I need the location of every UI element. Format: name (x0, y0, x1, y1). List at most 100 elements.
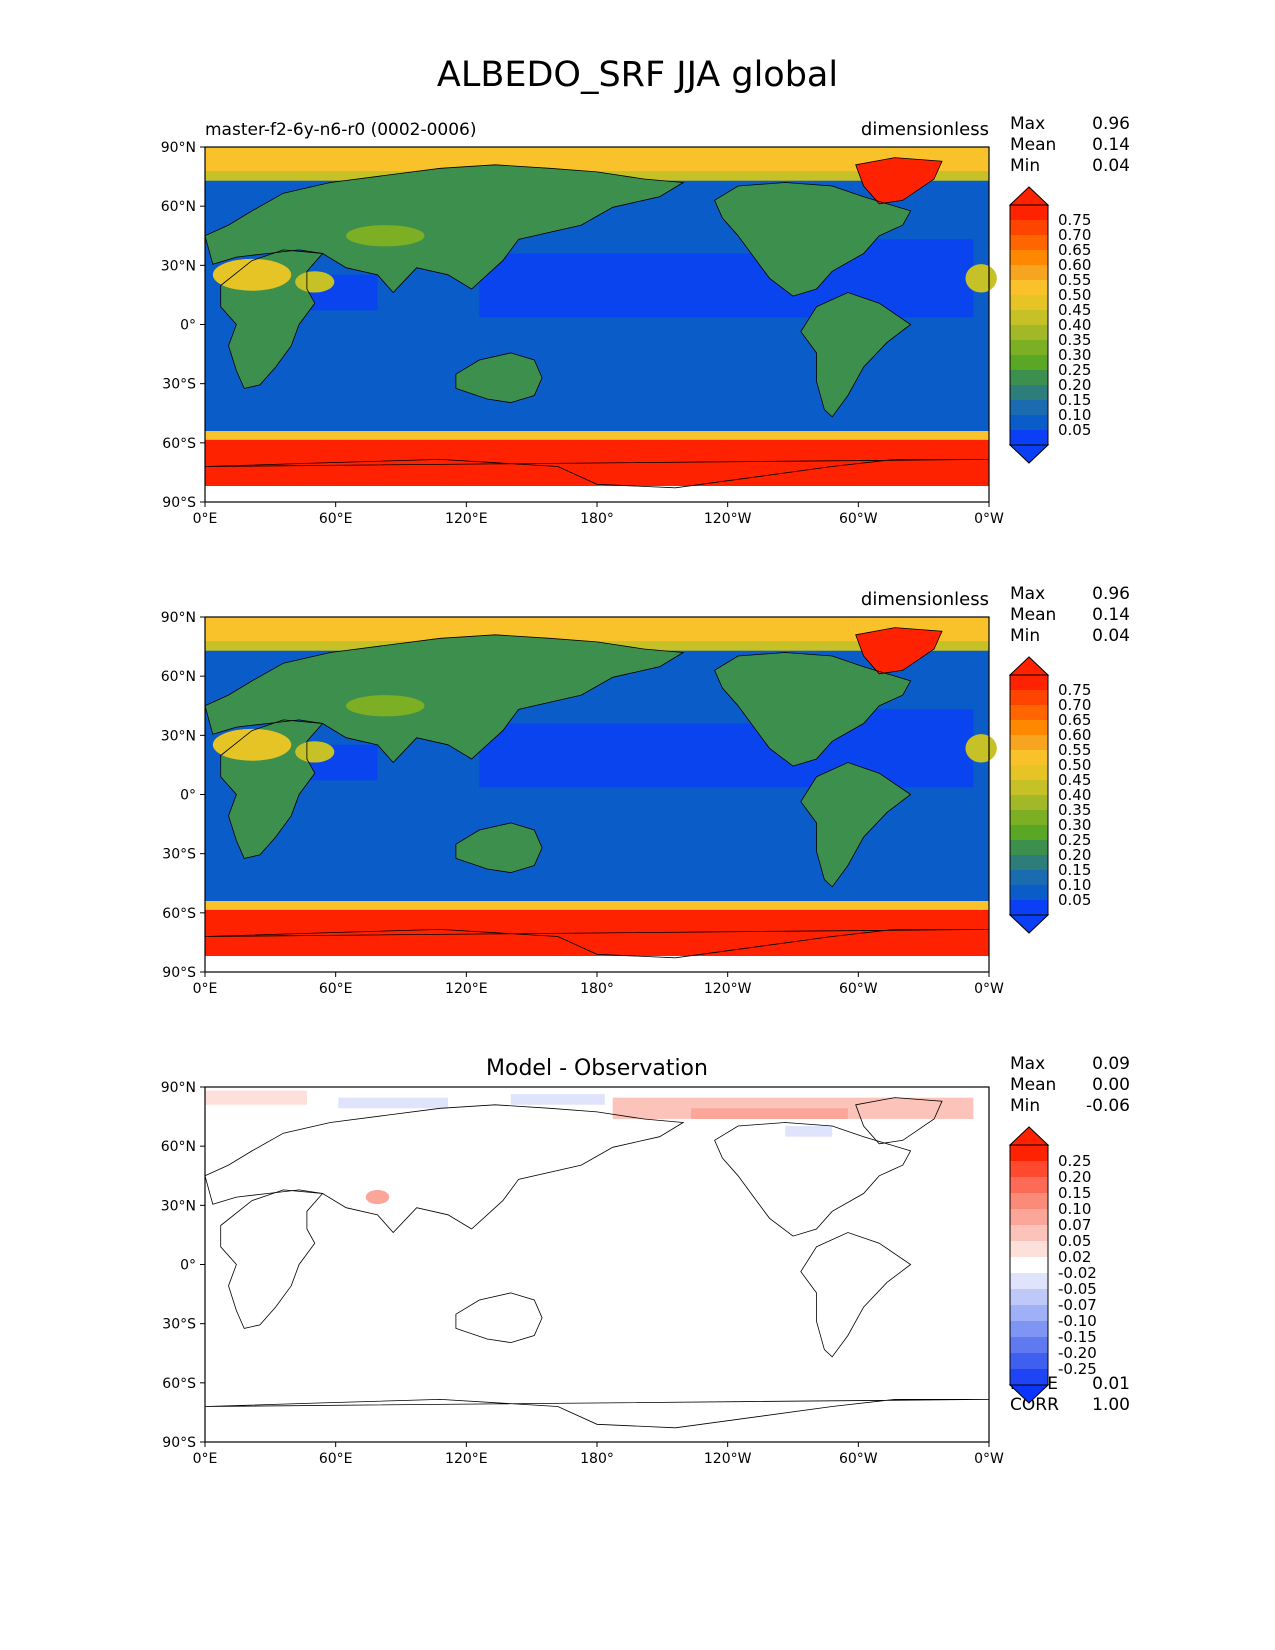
colorbar-segment (1010, 750, 1048, 766)
colorbar-segment (1010, 1177, 1048, 1194)
colorbar-segment (1010, 250, 1048, 266)
colorbar-tick-label: -0.05 (1058, 1280, 1097, 1298)
colorbar-tick-label: -0.02 (1058, 1264, 1097, 1282)
x-tick-label: 0°E (193, 1451, 218, 1467)
colorbar-max-extend (1008, 656, 1050, 676)
x-tick-label: 0°E (193, 511, 218, 527)
x-tick-label: 120°W (704, 981, 752, 997)
colorbar-tick-label: 0.45 (1058, 771, 1091, 789)
stat-value: 0.14 (1092, 605, 1130, 625)
greenland-coastline (855, 1097, 943, 1145)
stat-label: Min (1010, 626, 1040, 646)
y-tick-label: 60°S (162, 1376, 196, 1392)
stat-label: Max (1010, 1054, 1045, 1074)
colorbar-segment (1010, 885, 1048, 901)
colorbar-tick-label: 0.15 (1058, 1184, 1091, 1202)
eurasia-land (205, 164, 684, 293)
x-tick-label: 180° (580, 981, 614, 997)
samerica-coastline (800, 292, 912, 418)
x-tick-label: 60°W (839, 511, 878, 527)
africa-coastline (220, 1189, 324, 1329)
colorbar-segment (1010, 205, 1048, 221)
colorbar-segment (1010, 1369, 1048, 1386)
colorbar-segment (1010, 1225, 1048, 1242)
australia-coastline (455, 822, 543, 874)
stat-label: Max (1010, 114, 1045, 134)
test-panel: 0°E 60°E 120°E 180° 120°W 60°W 0°W 90°N 60°N 30°N… (161, 114, 1130, 527)
eurasia-coastline (204, 164, 685, 294)
colorbar-segment (1010, 675, 1048, 691)
colorbar-segment (1010, 325, 1048, 341)
x-tick-label: 0°W (974, 1451, 1004, 1467)
australia-land (455, 822, 543, 873)
colorbar-segment (1010, 1193, 1048, 1210)
y-tick-label: 30°S (162, 847, 196, 863)
colorbar-segment (1010, 1337, 1048, 1354)
colorbar-tick-label: 0.20 (1058, 376, 1091, 394)
positive-anomaly (365, 1189, 390, 1205)
colorbar-segment (1010, 370, 1048, 386)
colorbar-segment (1010, 235, 1048, 251)
colorbar-segment (1010, 735, 1048, 751)
y-tick-label: 90°N (161, 140, 196, 156)
colorbar-segment (1010, 1161, 1048, 1178)
colorbar-tick-label: 0.40 (1058, 316, 1091, 334)
colorbar-segment (1010, 825, 1048, 841)
colorbar-segment (1010, 780, 1048, 796)
stat-label: Min (1010, 156, 1040, 176)
y-tick-label: 60°N (161, 199, 196, 215)
colorbar-max-extend (1008, 186, 1050, 206)
colorbar-tick-label: 0.60 (1058, 256, 1091, 274)
y-tick-label: 30°S (162, 377, 196, 393)
y-tick-label: 90°S (162, 1435, 196, 1451)
colorbar-tick-label: 0.35 (1058, 801, 1091, 819)
colorbar-tick-label: 0.15 (1058, 391, 1091, 409)
arabian-desert (295, 741, 335, 763)
x-tick-label: 0°E (193, 981, 218, 997)
greenland-ice (855, 627, 942, 674)
colorbar-segment (1010, 310, 1048, 326)
central-asia (346, 695, 425, 717)
colorbar-segment (1010, 810, 1048, 826)
stat-label: Mean (1010, 605, 1056, 625)
colorbar-tick-label: -0.15 (1058, 1328, 1097, 1346)
panel-units: dimensionless (861, 119, 989, 140)
colorbar-segment (1010, 1321, 1048, 1338)
figure-title: ALBEDO_SRF JJA global (436, 55, 839, 95)
x-tick-label: 180° (580, 1451, 614, 1467)
sahara-desert (212, 258, 292, 291)
stat-label: Min (1010, 1096, 1040, 1116)
west-sahara (965, 264, 997, 293)
africa-coastline (220, 719, 324, 859)
colorbar-segment (1010, 385, 1048, 401)
x-tick-label: 120°W (704, 1451, 752, 1467)
y-tick-label: 0° (180, 1258, 196, 1274)
colorbar-tick-label: 0.10 (1058, 406, 1091, 424)
albedo-field (204, 617, 997, 972)
y-tick-label: 30°N (161, 1198, 196, 1214)
namerica-coastline (714, 1122, 912, 1237)
y-tick-label: 30°N (161, 728, 196, 744)
missing-data-band (205, 956, 989, 972)
colorbar-segment (1010, 855, 1048, 871)
x-tick-label: 60°E (319, 981, 353, 997)
panel-center-title: Model - Observation (486, 1056, 708, 1081)
stat-value: 0.09 (1092, 1054, 1130, 1074)
y-tick-label: 30°N (161, 258, 196, 274)
difference-background (205, 1087, 989, 1442)
africa-coastline (220, 249, 324, 389)
colorbar-tick-label: 0.25 (1058, 831, 1091, 849)
colorbar-segment (1010, 1305, 1048, 1322)
colorbar-tick-label: 0.10 (1058, 1200, 1091, 1218)
colorbar-tick-label: 0.05 (1058, 421, 1091, 439)
negative-anomaly (785, 1126, 833, 1137)
samerica-land (800, 762, 911, 887)
colorbar-outline (1009, 674, 1049, 916)
stat-value: 0.04 (1092, 156, 1130, 176)
colorbar-segment (1010, 1145, 1048, 1162)
y-tick-label: 90°N (161, 610, 196, 626)
colorbar-tick-label: 0.65 (1058, 711, 1091, 729)
colorbar-min-extend (1008, 444, 1050, 464)
colorbar-tick-label: -0.07 (1058, 1296, 1097, 1314)
colorbar-tick-label: 0.20 (1058, 846, 1091, 864)
